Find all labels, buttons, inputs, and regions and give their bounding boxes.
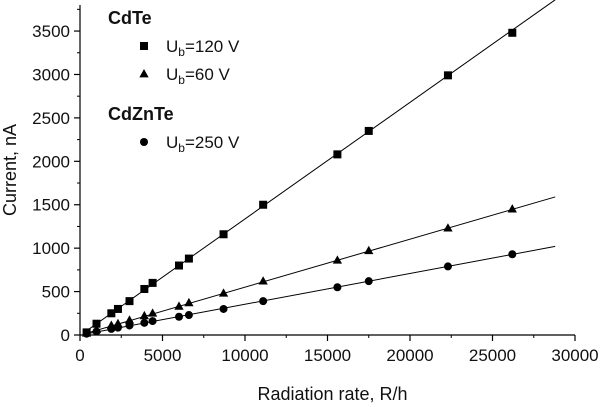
x-tick-label: 10000 bbox=[221, 346, 268, 365]
data-point bbox=[175, 261, 183, 270]
data-point bbox=[124, 315, 135, 324]
data-point bbox=[364, 277, 373, 286]
data-point bbox=[508, 28, 517, 37]
data-point bbox=[107, 324, 116, 333]
y-tick-label: 2500 bbox=[32, 109, 70, 128]
x-tick-label: 25000 bbox=[469, 346, 516, 365]
y-axis-title: Current, nA bbox=[0, 124, 20, 216]
y-tick-label: 3000 bbox=[32, 65, 70, 84]
data-point bbox=[218, 288, 229, 297]
data-point bbox=[140, 318, 149, 327]
data-point bbox=[258, 276, 268, 285]
legend-label: Ub=250 V bbox=[166, 133, 240, 155]
data-point bbox=[92, 327, 101, 336]
axes: 0 5000 10000 15000 20000 25000 30000 0 500 1000 15… bbox=[32, 5, 599, 365]
data-point bbox=[507, 204, 517, 213]
fit-line bbox=[84, 0, 556, 333]
legend-label: Ub=120 V bbox=[166, 37, 240, 59]
x-tick-label: 20000 bbox=[386, 346, 433, 365]
data-point bbox=[113, 323, 122, 332]
data-point bbox=[184, 311, 193, 320]
data-point bbox=[174, 301, 184, 310]
data-point bbox=[125, 321, 134, 330]
data-point bbox=[139, 310, 149, 320]
data-points bbox=[81, 28, 517, 338]
data-point bbox=[364, 245, 374, 255]
data-point bbox=[148, 278, 157, 287]
y-tick-label: 1500 bbox=[32, 196, 70, 215]
data-point bbox=[175, 312, 183, 321]
data-point bbox=[125, 297, 134, 306]
data-point bbox=[259, 200, 268, 209]
data-point bbox=[219, 230, 228, 239]
data-point bbox=[219, 304, 228, 313]
data-point bbox=[508, 250, 517, 259]
x-tick-label: 0 bbox=[75, 346, 84, 365]
data-point bbox=[184, 297, 194, 307]
data-point bbox=[92, 319, 101, 328]
legend-group-title: CdTe bbox=[108, 8, 152, 28]
data-point bbox=[259, 297, 268, 306]
y-tick-label: 500 bbox=[42, 283, 70, 302]
fit-line bbox=[84, 245, 556, 335]
legend-group-title: CdZnTe bbox=[108, 104, 174, 124]
data-point bbox=[443, 223, 453, 232]
legend-marker bbox=[140, 42, 148, 50]
x-tick-label: 30000 bbox=[551, 346, 598, 365]
data-point bbox=[147, 308, 158, 317]
y-tick-label: 0 bbox=[61, 326, 70, 345]
data-point bbox=[140, 284, 149, 293]
data-point bbox=[364, 126, 373, 135]
data-point bbox=[333, 150, 342, 159]
data-point bbox=[443, 71, 452, 80]
legend-marker bbox=[139, 69, 149, 78]
legend: CdTe Ub=120 V Ub=60 V CdZnTe Ub=250 V bbox=[108, 8, 240, 155]
data-point bbox=[184, 254, 193, 263]
data-point bbox=[332, 255, 343, 264]
data-point bbox=[333, 283, 342, 292]
y-tick-label: 1000 bbox=[32, 239, 70, 258]
data-point bbox=[148, 317, 157, 326]
x-tick-label: 5000 bbox=[144, 346, 182, 365]
data-point bbox=[443, 262, 452, 271]
fit-line bbox=[84, 196, 556, 335]
data-point bbox=[82, 329, 91, 338]
legend-label: Ub=60 V bbox=[166, 65, 231, 87]
y-tick-label: 2000 bbox=[32, 152, 70, 171]
y-tick-label: 3500 bbox=[32, 22, 70, 41]
data-point bbox=[107, 309, 116, 318]
legend-marker bbox=[140, 138, 148, 146]
x-tick-label: 15000 bbox=[304, 346, 351, 365]
data-point bbox=[113, 304, 122, 313]
fit-lines bbox=[84, 0, 556, 335]
x-axis-title: Radiation rate, R/h bbox=[257, 384, 407, 404]
